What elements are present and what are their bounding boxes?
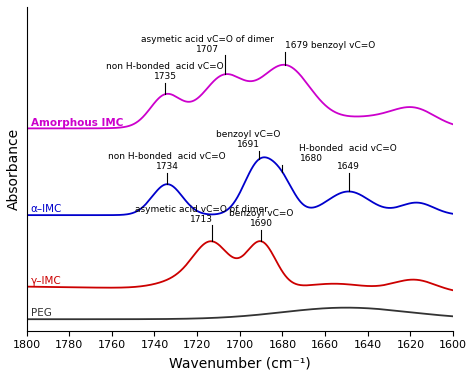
Text: asymetic acid vC=O of dimer
1713: asymetic acid vC=O of dimer 1713 (135, 205, 268, 224)
Text: 1679 benzoyl vC=O: 1679 benzoyl vC=O (284, 41, 375, 51)
Text: asymetic acid vC=O of dimer
1707: asymetic acid vC=O of dimer 1707 (141, 35, 274, 54)
Text: γ–IMC: γ–IMC (31, 276, 62, 286)
Text: non H-bonded  acid vC=O
1735: non H-bonded acid vC=O 1735 (106, 62, 224, 81)
Text: α–IMC: α–IMC (31, 204, 62, 214)
Text: benzoyl vC=O
1691: benzoyl vC=O 1691 (216, 130, 281, 149)
Y-axis label: Absorbance: Absorbance (7, 128, 21, 210)
Text: non H-bonded  acid vC=O
1734: non H-bonded acid vC=O 1734 (109, 152, 226, 171)
Text: PEG: PEG (31, 308, 52, 318)
Text: 1649: 1649 (337, 162, 360, 171)
Text: H-bonded  acid vC=O
1680: H-bonded acid vC=O 1680 (300, 144, 397, 163)
X-axis label: Wavenumber (cm⁻¹): Wavenumber (cm⁻¹) (169, 356, 310, 370)
Text: benzoyl vC=O
1690: benzoyl vC=O 1690 (229, 209, 293, 228)
Text: Amorphous IMC: Amorphous IMC (31, 118, 123, 127)
